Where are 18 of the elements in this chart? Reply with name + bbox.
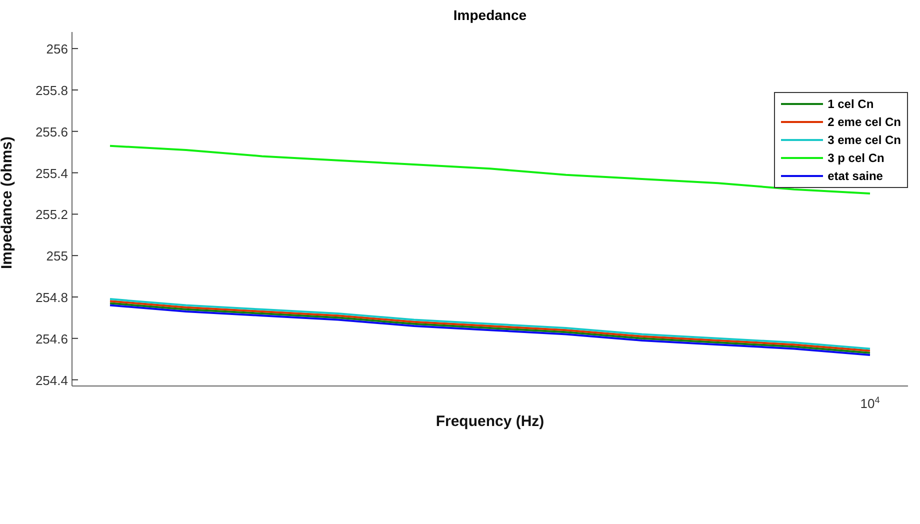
y-tick-label: 255.4: [35, 166, 68, 181]
y-tick-label: 255: [46, 248, 68, 264]
x-tick-label: 10$^{4}$: [860, 395, 880, 411]
y-tick-label: 254.6: [35, 331, 68, 346]
legend-label: 1 cel Cn: [828, 97, 874, 111]
y-tick-label: 254.4: [35, 372, 68, 388]
y-tick-label: 255.2: [35, 207, 68, 222]
y-axis-title: Impedance (ohms): [0, 136, 16, 269]
y-tick-label: 255.6: [35, 124, 68, 140]
legend-label: 3 p cel Cn: [828, 151, 884, 165]
legend-label: etat saine: [828, 169, 883, 183]
legend-label: 2 eme cel Cn: [828, 115, 901, 129]
x-axis-title: Frequency (Hz): [436, 413, 544, 430]
y-tick-label: 256: [46, 42, 68, 57]
y-tick-label: 255.8: [35, 82, 68, 98]
y-tick-label: 254.8: [35, 290, 68, 305]
chart-title: Impedance: [452, 7, 528, 23]
legend-label: 3 eme cel Cn: [828, 133, 901, 147]
